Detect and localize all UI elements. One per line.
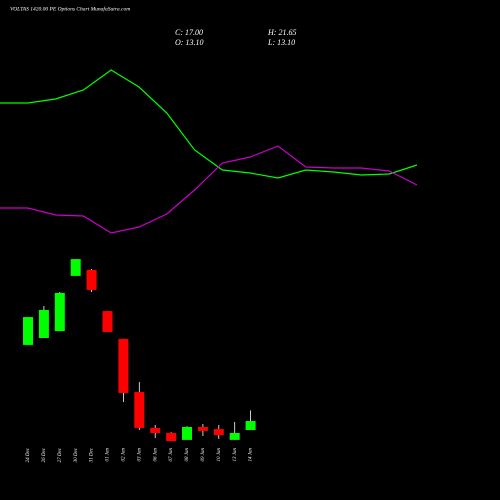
candle-body — [54, 292, 65, 332]
x-tick-label: 06 Jan — [153, 448, 158, 462]
chart-title: VOLTAS 1420.00 PE Options Chart MunafaSu… — [10, 5, 130, 12]
candle-body — [150, 427, 161, 433]
x-tick-label: 24 Dec — [26, 447, 31, 462]
candle-body — [38, 309, 49, 338]
x-tick-label: 01 Jan — [106, 448, 111, 462]
candle-body — [70, 259, 81, 276]
x-tick-label: 02 Jan — [122, 448, 127, 462]
line-series — [0, 145, 418, 234]
candle-body — [245, 421, 256, 430]
line-series — [0, 69, 418, 179]
candle-body — [102, 311, 113, 333]
candle-body — [23, 317, 33, 345]
x-tick-label: 31 Dec — [90, 447, 95, 462]
x-tick-label: 03 Jan — [137, 448, 142, 462]
candle-body — [213, 429, 224, 436]
x-tick-label: 26 Dec — [42, 447, 47, 462]
x-tick-label: 10 Jan — [217, 448, 222, 462]
x-tick-label: 07 Jan — [169, 448, 174, 462]
candle-body — [166, 432, 177, 442]
close-label: C: 17.00 — [175, 28, 203, 37]
x-tick-label: 30 Dec — [74, 447, 79, 462]
candle-body — [197, 427, 208, 431]
candle-body — [134, 392, 145, 428]
candle-body — [229, 432, 240, 440]
low-label: L: 13.10 — [267, 38, 295, 47]
candle-body — [86, 269, 97, 290]
x-tick-label: 27 Dec — [58, 447, 63, 462]
open-label: O: 13.10 — [175, 38, 203, 47]
candle-body — [118, 338, 129, 393]
x-tick-label: 08 Jan — [185, 448, 190, 462]
x-tick-label: 13 Jan — [233, 448, 238, 462]
x-tick-label: 14 Jan — [249, 448, 254, 462]
x-tick-label: 09 Jan — [201, 448, 206, 462]
high-label: H: 21.65 — [267, 28, 296, 37]
candle-body — [182, 427, 192, 440]
